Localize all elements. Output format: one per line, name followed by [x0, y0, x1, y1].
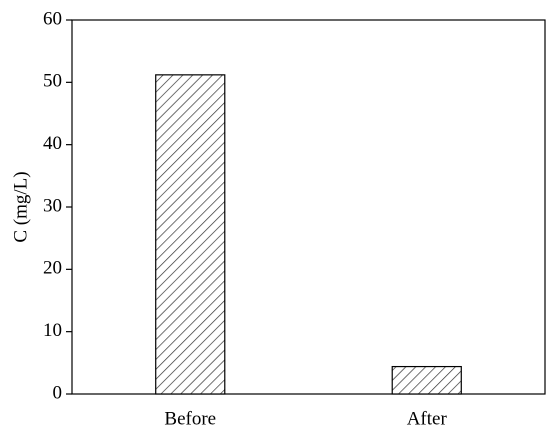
y-tick-label: 60 — [43, 8, 62, 29]
bar — [391, 365, 462, 395]
y-tick-label: 50 — [43, 71, 62, 92]
y-tick-label: 10 — [43, 320, 62, 341]
x-tick-label: After — [407, 408, 448, 429]
x-tick-label: Before — [164, 408, 216, 429]
bar — [155, 74, 226, 395]
plot-frame — [71, 19, 546, 395]
y-axis-label: C (mg/L) — [10, 171, 31, 242]
y-tick-label: 20 — [43, 258, 62, 279]
y-tick-label: 40 — [43, 133, 62, 154]
y-tick-label: 0 — [53, 382, 63, 403]
y-tick-label: 30 — [43, 195, 62, 216]
